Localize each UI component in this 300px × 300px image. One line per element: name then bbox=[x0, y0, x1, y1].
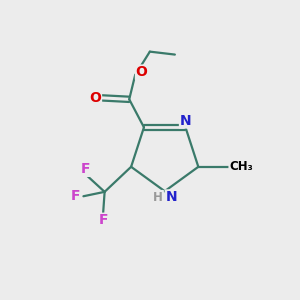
Text: F: F bbox=[98, 213, 108, 227]
Text: N: N bbox=[165, 190, 177, 204]
Text: F: F bbox=[70, 189, 80, 203]
Text: N: N bbox=[180, 114, 191, 128]
Text: O: O bbox=[136, 65, 148, 79]
Text: F: F bbox=[81, 162, 90, 176]
Text: H: H bbox=[153, 190, 163, 204]
Text: O: O bbox=[89, 91, 101, 105]
Text: CH₃: CH₃ bbox=[229, 160, 253, 173]
